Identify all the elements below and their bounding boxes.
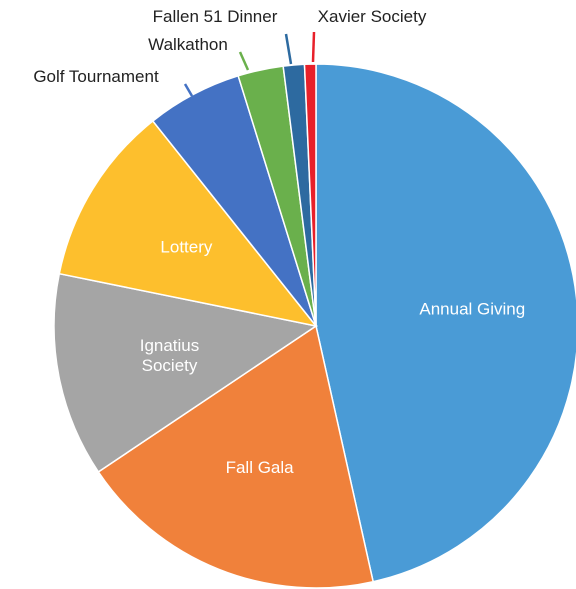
leader-line-walkathon [238,51,250,71]
pie-slice-annual-giving [315,63,576,583]
leader-line-golf-tournament [183,83,194,97]
pie-slices [53,63,576,589]
leader-line-fallen-51-dinner [284,33,293,65]
pie-slice-ignatius-society [53,272,318,473]
slice-label-xavier-society: Xavier Society [318,7,427,26]
slice-label-ignatius-society: Ignatius Society [140,336,200,375]
leader-line-xavier-society [311,31,316,63]
slice-label-lottery: Lottery [160,238,212,257]
pie-slice-lottery [58,119,318,328]
slice-label-walkathon: Walkathon [148,35,228,54]
leader-lines [183,31,316,97]
pie-slice-fall-gala [97,324,375,589]
slice-labels: Annual Giving Fall Gala Ignatius Society Lot… [33,7,525,477]
slice-label-golf-tournament: Golf Tournament [33,67,159,86]
pie-slice-xavier-society [303,63,317,327]
slice-label-annual-giving: Annual Giving [419,300,525,319]
slice-label-fall-gala: Fall Gala [226,458,295,477]
slice-label-fallen-51-dinner: Fallen 51 Dinner [153,7,278,26]
